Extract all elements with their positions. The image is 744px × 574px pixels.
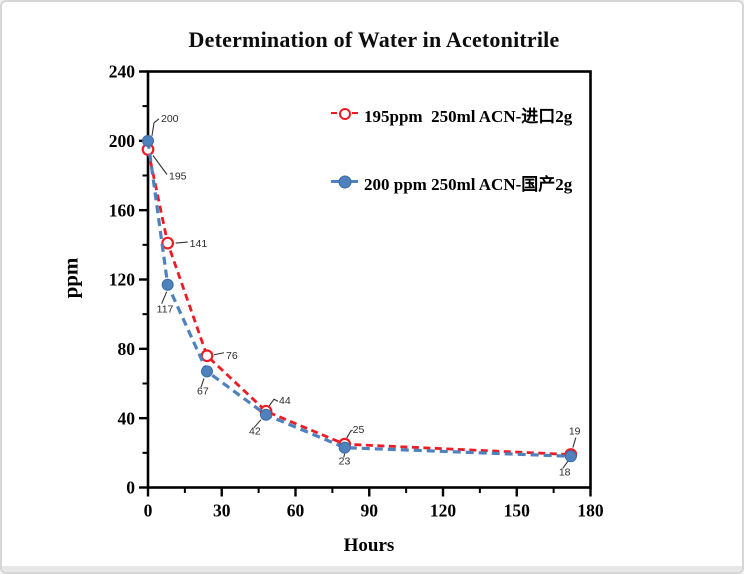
legend-dot-blue [338,175,351,189]
legend-label-imported: 195ppm 250ml ACN-进口2g [364,106,573,126]
data-point-filled-circle [260,408,272,421]
y-tick-label: 80 [118,339,136,359]
data-point-open-circle [161,236,175,250]
legend-marker-blue-filled-circle-icon [331,175,358,189]
x-tick-label: 60 [287,501,305,521]
legend-item-domestic: 200 ppm 250ml ACN-国产2g [331,171,573,194]
x-tick-label: 0 [144,501,153,521]
data-point-filled-circle [142,134,154,147]
data-point-open-circle [200,349,214,363]
data-label-leader [268,398,279,407]
data-point-filled-circle [201,365,213,378]
x-tick-label: 180 [577,501,604,521]
data-point-label: 25 [353,424,365,436]
data-label-leader [175,241,188,244]
y-tick-label: 0 [126,478,135,498]
window-bottom-edge [2,566,742,572]
data-point-label: 19 [569,426,581,438]
data-label-leader [346,429,353,439]
data-point-label: 67 [197,385,209,397]
y-tick-label: 200 [109,131,136,151]
data-point-label: 18 [559,466,571,478]
data-point-label: 42 [249,426,261,438]
series-line-domestic [146,140,571,458]
y-tick-label: 40 [118,408,136,428]
data-point-filled-circle [564,450,577,463]
legend-marker-red-open-circle-icon [331,107,358,121]
data-label-leader [343,453,346,458]
y-tick-label: 240 [109,62,136,82]
data-point-label: 76 [226,350,238,362]
legend-dot-red [338,108,351,120]
y-axis-title: ppm [58,257,83,299]
y-tick-label: 160 [109,200,136,220]
legend: 195ppm 250ml ACN-进口2g 200 ppm 250ml ACN-… [331,103,573,194]
data-label-leader [200,378,205,388]
data-label-leader [572,437,577,448]
x-axis-title: Hours [343,535,395,556]
legend-item-imported: 195ppm 250ml ACN-进口2g [331,103,573,126]
series-line-imported [146,149,571,456]
data-point-label: 23 [339,456,351,468]
data-label-leader [161,291,168,304]
data-point-filled-circle [161,278,174,291]
data-point-label: 141 [190,238,208,250]
data-label-leader [152,155,168,175]
x-tick-label: 120 [430,501,457,521]
data-label-leader [562,460,569,469]
x-tick-label: 30 [213,501,231,521]
data-point-label: 200 [161,113,179,125]
legend-label-domestic: 200 ppm 250ml ACN-国产2g [364,174,573,194]
data-point-filled-circle [338,441,351,454]
y-tick-label: 120 [109,270,136,290]
plot-border [146,70,592,489]
x-tick-label: 90 [361,501,379,521]
data-label-leader [253,419,262,429]
data-label-leader [213,352,225,356]
data-point-label: 195 [169,171,187,183]
data-point-label: 44 [279,395,291,407]
data-point-label: 117 [157,304,174,316]
chart-title: Determination of Water in Acetonitrile [188,27,560,52]
data-label-leader [151,118,160,136]
x-tick-label: 150 [504,501,531,521]
